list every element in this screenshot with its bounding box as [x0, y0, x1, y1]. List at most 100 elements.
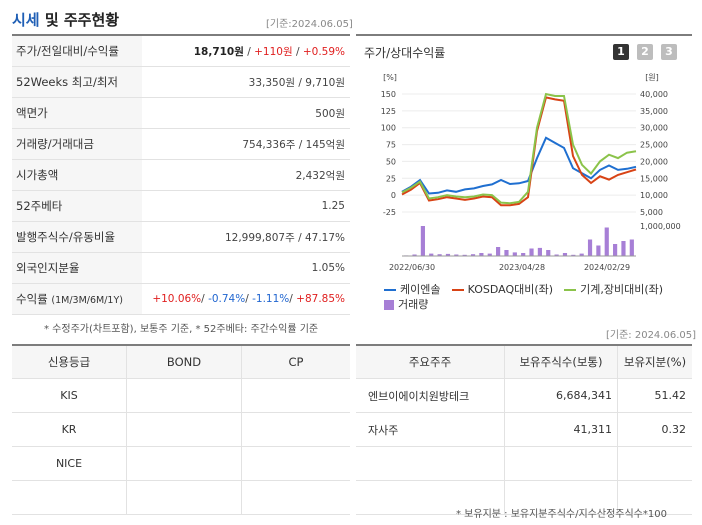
y-right-tick: 15,000	[640, 174, 668, 183]
y-left-tick: 50	[386, 157, 396, 166]
return-1m: +10.06%	[152, 293, 202, 305]
cell: NICE	[12, 446, 127, 481]
cell: 자사주	[356, 412, 505, 447]
cell	[126, 412, 242, 447]
row-label: 거래량/거래대금	[12, 128, 142, 160]
chart-tab-2[interactable]: 2	[637, 44, 653, 60]
holder-table: 주요주주 보유주식수(보통) 보유지분(%) 엔브이에이치원방테크 6,684,3…	[356, 346, 692, 515]
volume-bar	[579, 253, 584, 256]
row-label: 52Weeks 최고/최저	[12, 66, 142, 98]
table-row: 주가/전일대비/수익률 18,710원 / +110원 / +0.59%	[12, 36, 350, 67]
price-change-pct: +0.59%	[302, 45, 345, 58]
volume-bar	[462, 254, 467, 256]
row-label: 발행주식수/유동비율	[12, 221, 142, 253]
volume-bar	[587, 239, 593, 256]
legend-label: 거래량	[398, 298, 429, 311]
chart-tab-1[interactable]: 1	[613, 44, 629, 60]
separator: /	[292, 45, 303, 58]
cell	[504, 446, 618, 481]
table-row: 수익률 (1M/3M/6M/1Y) +10.06%/ -0.74%/ -1.11…	[12, 283, 350, 315]
table-row: 엔브이에이치원방테크 6,684,341 51.42	[356, 378, 692, 413]
volume-bar	[621, 241, 626, 256]
row-value: 754,336주 / 145억원	[142, 128, 350, 160]
volume-bar	[604, 227, 609, 256]
series-line	[401, 136, 637, 195]
y-right-tick: 25,000	[640, 141, 668, 150]
chart-legend: 케이엔솔 KOSDAQ대비(좌) 기계,장비대비(좌)	[384, 278, 694, 297]
legend-label: 기계,장비대비(좌)	[580, 283, 664, 296]
y-right-tick: 35,000	[640, 107, 668, 116]
legend-swatch	[451, 289, 464, 291]
return-3m: -0.74%	[208, 293, 246, 305]
price-table: 주가/전일대비/수익률 18,710원 / +110원 / +0.59% 52W…	[12, 36, 350, 315]
legend-swatch	[384, 300, 394, 310]
volume-tick: 1,000,000	[640, 222, 681, 231]
volume-bar	[629, 239, 634, 256]
volume-bar	[487, 253, 492, 256]
y-left-tick: 75	[386, 141, 396, 150]
chart-base-date: [기준: 2024.06.05]	[606, 330, 697, 341]
col-header: 보유지분(%)	[617, 346, 692, 379]
title-highlight: 시세	[12, 11, 40, 29]
volume-bar	[420, 226, 425, 256]
cell	[241, 480, 350, 515]
row-label: 외국인지분율	[12, 252, 142, 284]
chart-legend-volume: 거래량	[384, 293, 428, 312]
table-row	[12, 480, 350, 515]
volume-bar	[504, 250, 509, 256]
volume-bar	[571, 254, 576, 256]
volume-bar	[613, 244, 618, 256]
y-left-tick: 125	[381, 107, 396, 116]
base-date: [기준:2024.06.05]	[266, 19, 353, 30]
table-row	[356, 480, 692, 515]
holder-note: * 보유지분 : 보유지분주식수/지수산정주식수*100	[456, 509, 667, 520]
volume-bar	[429, 253, 434, 256]
volume-bar	[546, 250, 551, 256]
y-right-tick: 20,000	[640, 157, 668, 166]
row-value: 33,350원 / 9,710원	[142, 66, 350, 98]
y-left-tick: 150	[381, 90, 396, 99]
cell	[126, 378, 242, 413]
table-row: 시가총액 2,432억원	[12, 159, 350, 191]
volume-bar	[512, 252, 517, 256]
legend-item: KOSDAQ대비(좌)	[451, 283, 554, 296]
volume-bar	[470, 254, 476, 256]
divider	[356, 34, 692, 36]
price-change: +110원	[254, 45, 293, 58]
cell: 41,311	[504, 412, 618, 447]
returns-value: +10.06%/ -0.74%/ -1.11%/ +87.85%	[142, 283, 350, 315]
volume-bar	[479, 253, 484, 256]
cell	[356, 480, 505, 515]
row-value: 2,432억원	[142, 159, 350, 191]
volume-bar	[521, 253, 526, 256]
row-label: 주가/전일대비/수익률	[12, 36, 142, 67]
cell	[504, 480, 618, 515]
cell	[617, 446, 692, 481]
table-row: 자사주 41,311 0.32	[356, 412, 692, 447]
legend-item: 기계,장비대비(좌)	[564, 283, 663, 296]
page-title: 시세 및 주주현황	[12, 9, 119, 30]
row-label-sub: (1M/3M/6M/1Y)	[51, 295, 123, 306]
volume-bar	[496, 247, 501, 256]
legend-label: KOSDAQ대비(좌)	[467, 283, 554, 296]
legend-swatch	[384, 289, 396, 291]
y-left-tick: 100	[381, 124, 396, 133]
y-right-tick: 5,000	[640, 208, 663, 217]
title-rest: 및 주주현황	[39, 11, 120, 29]
chart-tab-3[interactable]: 3	[661, 44, 677, 60]
row-label: 52주베타	[12, 190, 142, 222]
volume-bar	[554, 254, 559, 256]
y-right-unit: [원]	[645, 73, 659, 82]
x-tick: 2024/02/29	[584, 263, 630, 272]
col-header: 주요주주	[356, 346, 505, 379]
separator: /	[243, 45, 255, 58]
cell: KR	[12, 412, 127, 447]
row-label-main: 수익률	[16, 292, 48, 306]
row-value: 12,999,807주 / 47.17%	[142, 221, 350, 253]
stock-chart: 150 125 100 75 50 25 0 -25 40,000 35,000 30,000 25,…	[381, 73, 681, 272]
x-tick: 2022/06/30	[389, 263, 435, 272]
y-right-tick: 30,000	[640, 124, 668, 133]
cell: 51.42	[617, 378, 692, 413]
col-header: 신용등급	[12, 346, 127, 379]
volume-bar	[537, 247, 542, 256]
